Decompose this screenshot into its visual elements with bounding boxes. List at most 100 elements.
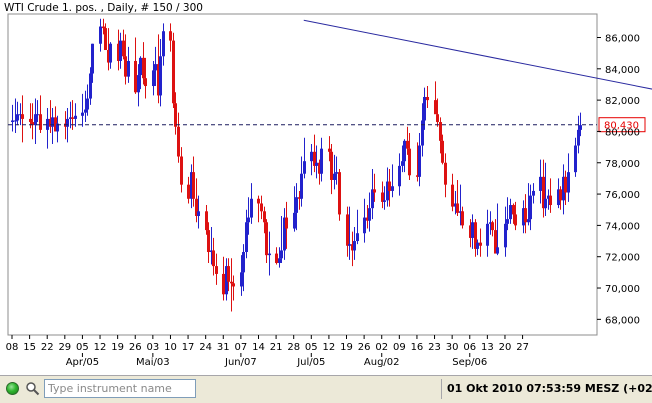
candle[interactable] <box>303 137 306 179</box>
candle[interactable] <box>416 142 419 182</box>
candle[interactable] <box>368 192 371 232</box>
candle[interactable] <box>174 92 177 135</box>
candle[interactable] <box>408 133 411 180</box>
candle[interactable] <box>532 183 535 204</box>
candle[interactable] <box>426 86 429 108</box>
candle[interactable] <box>522 200 525 234</box>
candle[interactable] <box>250 183 253 224</box>
candle[interactable] <box>504 206 507 257</box>
candle[interactable] <box>406 126 409 155</box>
candle[interactable] <box>461 206 464 229</box>
candle[interactable] <box>278 247 281 268</box>
candle[interactable] <box>117 29 120 71</box>
candle[interactable] <box>351 231 354 267</box>
candle[interactable] <box>102 18 105 35</box>
candle[interactable] <box>353 226 356 260</box>
candle[interactable] <box>318 159 321 185</box>
candle[interactable] <box>335 156 338 185</box>
candle[interactable] <box>19 103 22 126</box>
candle[interactable] <box>245 209 248 259</box>
candle[interactable] <box>240 255 243 296</box>
candle[interactable] <box>172 32 175 108</box>
candle[interactable] <box>187 176 190 204</box>
candle[interactable] <box>512 203 515 224</box>
candle[interactable] <box>300 156 303 207</box>
candle[interactable] <box>454 190 457 215</box>
candle[interactable] <box>436 98 439 127</box>
candle[interactable] <box>310 143 313 176</box>
candle[interactable] <box>242 244 245 292</box>
candle[interactable] <box>474 219 477 257</box>
candle[interactable] <box>562 164 565 215</box>
candle[interactable] <box>222 256 225 301</box>
candle[interactable] <box>162 23 165 66</box>
candle[interactable] <box>398 153 401 196</box>
candle[interactable] <box>557 178 560 209</box>
candle[interactable] <box>295 183 298 231</box>
candle[interactable] <box>51 107 54 144</box>
candle[interactable] <box>479 228 482 257</box>
candle[interactable] <box>124 34 127 85</box>
candle[interactable] <box>366 205 369 229</box>
candle[interactable] <box>549 178 552 213</box>
candle[interactable] <box>486 209 489 257</box>
candle[interactable] <box>527 183 530 226</box>
candle[interactable] <box>257 195 260 223</box>
candle[interactable] <box>491 220 494 237</box>
candle[interactable] <box>381 181 384 209</box>
candle[interactable] <box>298 190 301 210</box>
candle[interactable] <box>383 186 386 210</box>
candle[interactable] <box>139 56 142 90</box>
candle[interactable] <box>544 162 547 216</box>
candle[interactable] <box>127 46 130 83</box>
candle[interactable] <box>49 100 52 134</box>
candle[interactable] <box>134 37 137 94</box>
candle[interactable] <box>177 112 180 163</box>
candle[interactable] <box>29 103 32 129</box>
candle[interactable] <box>313 134 316 173</box>
candle[interactable] <box>232 275 235 301</box>
candle[interactable] <box>39 95 42 134</box>
candle[interactable] <box>225 258 228 301</box>
candle[interactable] <box>89 67 92 105</box>
candle[interactable] <box>74 103 77 127</box>
candle[interactable] <box>285 201 288 249</box>
candle[interactable] <box>31 103 34 140</box>
candle[interactable] <box>46 107 49 149</box>
candle[interactable] <box>476 239 479 256</box>
candle[interactable] <box>506 197 509 231</box>
candle[interactable] <box>456 179 459 216</box>
candle[interactable] <box>34 98 37 144</box>
candle[interactable] <box>16 101 19 126</box>
candle[interactable] <box>496 203 499 256</box>
candle[interactable] <box>418 133 421 187</box>
candle[interactable] <box>293 186 296 232</box>
candle[interactable] <box>391 164 394 198</box>
candle[interactable] <box>444 153 447 198</box>
search-icon[interactable] <box>25 381 40 396</box>
candle[interactable] <box>401 145 404 173</box>
candle[interactable] <box>386 167 389 207</box>
candle[interactable] <box>459 184 462 226</box>
candle[interactable] <box>330 143 333 195</box>
candle[interactable] <box>81 93 84 127</box>
candle[interactable] <box>215 253 218 285</box>
candle[interactable] <box>263 206 266 234</box>
candle[interactable] <box>283 208 286 260</box>
candle[interactable] <box>86 84 89 116</box>
candle[interactable] <box>210 226 213 265</box>
candle[interactable] <box>280 215 283 263</box>
candle[interactable] <box>421 103 424 157</box>
candle[interactable] <box>195 178 198 223</box>
candle[interactable] <box>230 258 233 312</box>
candle[interactable] <box>373 173 376 202</box>
candle[interactable] <box>152 60 155 96</box>
trendline[interactable] <box>303 19 652 123</box>
candle[interactable] <box>315 145 318 179</box>
candle[interactable] <box>109 42 112 69</box>
candle[interactable] <box>423 87 426 130</box>
candle[interactable] <box>509 198 512 224</box>
candle[interactable] <box>320 137 323 182</box>
instrument-search-input[interactable] <box>44 379 196 398</box>
candle[interactable] <box>157 34 160 104</box>
